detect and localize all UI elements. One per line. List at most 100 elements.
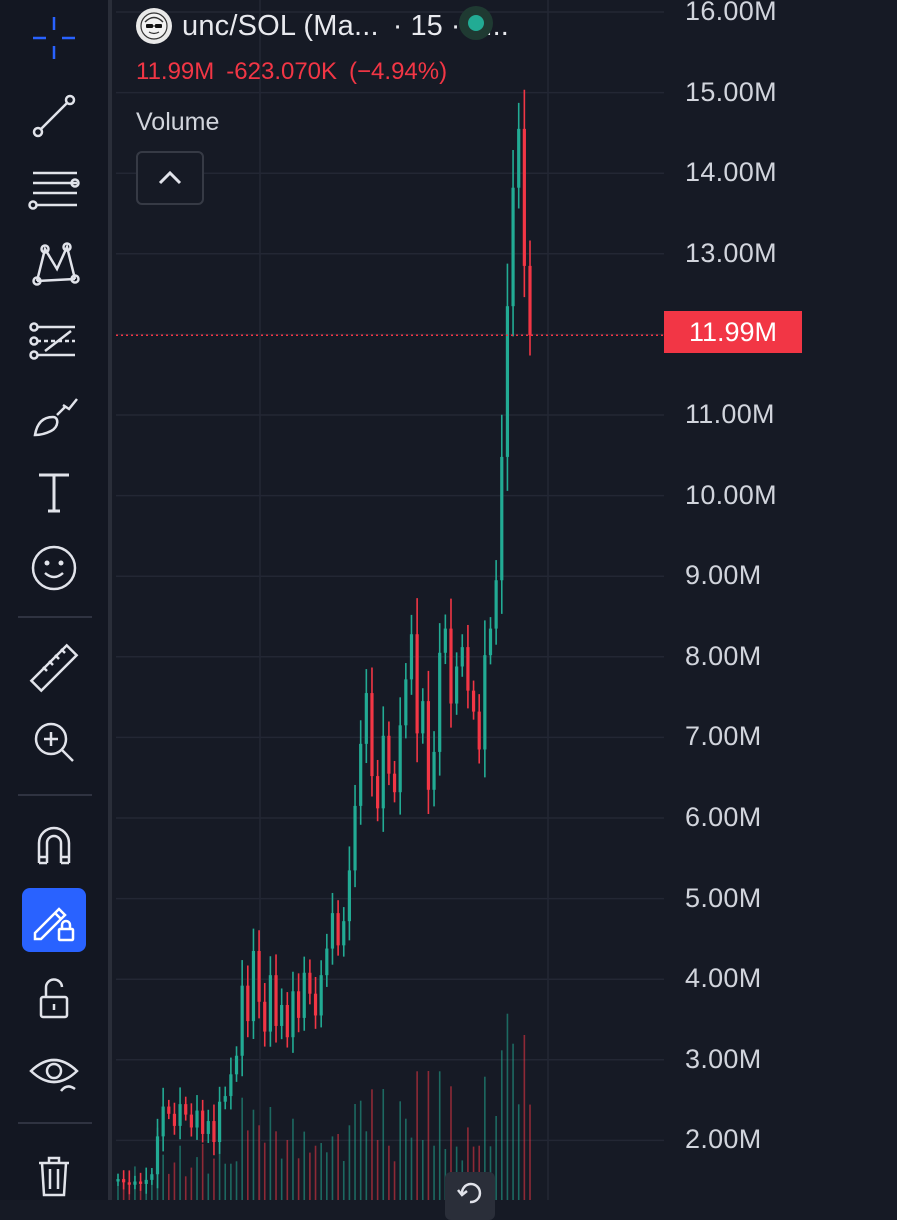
- magnet-icon[interactable]: [22, 814, 86, 878]
- volume-bar: [275, 1131, 277, 1200]
- volume-bar: [438, 1071, 441, 1200]
- candle-body: [308, 972, 312, 994]
- zoom-in-icon[interactable]: [22, 710, 86, 774]
- brush-icon[interactable]: [22, 384, 86, 448]
- candle-body: [133, 1181, 137, 1185]
- volume-bar: [184, 1176, 187, 1200]
- price-axis-label: 8.00M: [685, 640, 762, 671]
- candle-body: [161, 1106, 165, 1137]
- candle-body: [488, 628, 493, 656]
- price-axis-label: 13.00M: [685, 237, 777, 268]
- toolbar-divider: [18, 1122, 92, 1124]
- price-axis-label: 11.00M: [685, 399, 775, 429]
- volume-bar: [523, 1035, 526, 1200]
- text-icon[interactable]: [22, 460, 86, 524]
- volume-bar: [506, 1013, 509, 1200]
- crosshair-icon[interactable]: [22, 6, 86, 70]
- volume-bar: [207, 1173, 210, 1200]
- market-status-icon[interactable]: [459, 6, 493, 40]
- price-axis-label: 14.00M: [685, 157, 777, 188]
- volume-bar: [342, 1161, 345, 1200]
- candle-body: [268, 975, 272, 1032]
- trend-line-icon[interactable]: [22, 84, 86, 148]
- volume-bar: [529, 1104, 531, 1200]
- candle-body: [201, 1110, 205, 1134]
- volume-bar: [484, 1076, 486, 1200]
- price-axis-label: 15.00M: [685, 76, 777, 107]
- volume-bar: [167, 1173, 170, 1200]
- volume-bar: [416, 1071, 418, 1200]
- candle-body: [438, 652, 442, 752]
- volume-bar: [393, 1161, 396, 1200]
- volume-bar: [314, 1145, 317, 1200]
- toolbar-divider: [18, 616, 92, 618]
- volume-bar: [117, 1185, 119, 1200]
- candle-body: [297, 991, 301, 1018]
- volume-bar: [280, 1158, 283, 1200]
- volume-bar: [235, 1161, 238, 1200]
- reset-chart-button[interactable]: [445, 1172, 495, 1220]
- ruler-icon[interactable]: [22, 636, 86, 700]
- price-axis-label: 6.00M: [685, 802, 762, 832]
- emoji-icon[interactable]: [22, 536, 86, 600]
- candle-body: [150, 1174, 154, 1180]
- volume-bar: [359, 1100, 362, 1200]
- volume-bar: [173, 1162, 176, 1200]
- candle-body: [144, 1179, 148, 1184]
- candle-body: [263, 1001, 267, 1032]
- volume-bar: [388, 1145, 390, 1200]
- candle-body: [184, 1104, 188, 1115]
- volume-bar: [500, 1050, 503, 1200]
- volume-bar: [218, 1131, 221, 1200]
- candle-body: [257, 950, 261, 1002]
- candle-body: [392, 773, 397, 793]
- volume-bar: [196, 1157, 198, 1200]
- fib-retracement-icon[interactable]: [22, 158, 86, 222]
- volume-indicator-label[interactable]: Volume: [136, 108, 220, 136]
- volume-bar: [467, 1127, 469, 1200]
- candle-body: [127, 1182, 131, 1185]
- candle-body: [212, 1121, 216, 1143]
- symbol-name[interactable]: unc/SOL (Ma...: [182, 9, 379, 42]
- volume-bar: [337, 1134, 339, 1200]
- eye-icon[interactable]: [22, 1040, 86, 1104]
- candle-body: [122, 1179, 126, 1183]
- last-price: 11.99M: [136, 58, 215, 85]
- volume-bar: [371, 1089, 373, 1200]
- price-chart[interactable]: [112, 0, 897, 1200]
- candle-body: [319, 975, 323, 1016]
- volume-bar: [286, 1140, 289, 1200]
- trash-icon[interactable]: [22, 1142, 86, 1206]
- candle-body: [246, 985, 250, 1022]
- candle-body: [443, 628, 447, 653]
- volume-bar: [247, 1130, 249, 1200]
- pattern-icon[interactable]: [22, 232, 86, 296]
- candle-body: [285, 1004, 289, 1038]
- candle-body: [364, 693, 368, 744]
- candle-body: [155, 1136, 160, 1175]
- volume-bar: [320, 1143, 322, 1200]
- current-price-tag: 11.99M: [664, 311, 802, 353]
- volume-bar: [410, 1137, 413, 1200]
- lock-drawing-icon[interactable]: [22, 888, 86, 952]
- candle-body: [500, 456, 504, 581]
- volume-bar: [517, 1104, 520, 1200]
- candle-body: [167, 1106, 171, 1114]
- candle-body: [483, 655, 487, 750]
- chart-legend: unc/SOL (Ma... · 15 · d... 11.99M -623.0…: [136, 4, 509, 205]
- unlock-icon[interactable]: [22, 966, 86, 1030]
- candle-body: [347, 870, 351, 922]
- volume-bar: [263, 1142, 266, 1200]
- candle-body: [138, 1181, 143, 1184]
- volume-bar: [399, 1101, 401, 1200]
- prediction-icon[interactable]: [22, 308, 86, 372]
- volume-bar: [309, 1152, 311, 1200]
- chevron-up-icon: [158, 170, 182, 185]
- price-axis-label: 3.00M: [685, 1043, 762, 1074]
- collapse-indicators-button[interactable]: [136, 151, 204, 205]
- candlestick-chart[interactable]: [112, 0, 897, 1200]
- volume-bar: [382, 1089, 385, 1200]
- price-axis-label: 10.00M: [685, 479, 777, 510]
- symbol-row[interactable]: unc/SOL (Ma... · 15 · d...: [136, 4, 509, 48]
- candle-body: [251, 950, 256, 1022]
